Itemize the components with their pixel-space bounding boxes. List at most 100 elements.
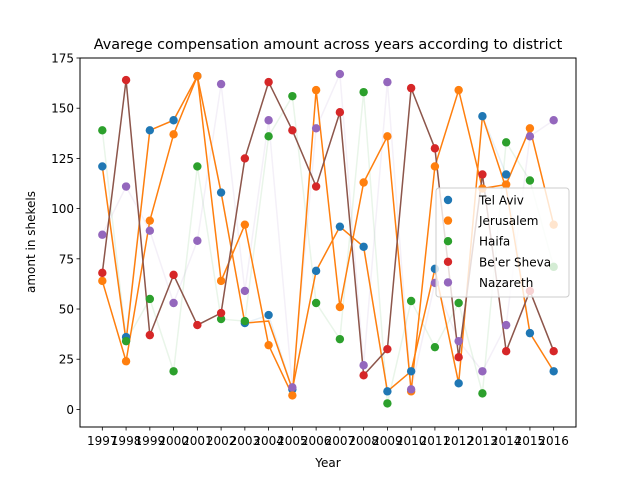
data-point-be-er-sheva: [240, 154, 250, 163]
x-axis: 1997199819992000200120022003200420052006…: [87, 427, 569, 448]
data-point-nazareth: [98, 230, 107, 239]
legend-label-nazareth: Nazareth: [479, 276, 533, 290]
legend-label-tel-aviv: Tel Aviv: [478, 194, 524, 208]
data-point-jerusalem: [145, 216, 155, 225]
data-point-nazareth: [169, 298, 178, 308]
data-point-be-er-sheva: [264, 77, 273, 87]
data-point-tel-aviv: [335, 222, 345, 231]
data-point-haifa: [121, 336, 131, 346]
x-tick-label: 2006: [301, 434, 332, 448]
data-point-haifa: [169, 367, 178, 376]
data-point-nazareth: [240, 286, 250, 296]
legend: Tel Aviv Jerusalem Haifa Be'er Sheva Nazaret…: [435, 187, 570, 298]
data-point-haifa: [478, 389, 487, 398]
y-tick-label: 175: [51, 52, 74, 66]
legend-marker-jerusalem: [443, 216, 453, 225]
data-point-jerusalem: [169, 130, 178, 139]
legend-label-be-er-sheva: Be'er Sheva: [479, 255, 551, 269]
data-point-nazareth: [311, 124, 321, 133]
data-point-be-er-sheva: [169, 270, 178, 280]
y-tick-label: 50: [59, 303, 74, 317]
data-point-be-er-sheva: [383, 344, 392, 354]
y-axis: 0 25 50 75 100 125 150 175: [51, 52, 80, 417]
x-tick-label: 2001: [182, 434, 213, 448]
data-point-jerusalem: [240, 220, 250, 229]
legend-label-jerusalem: Jerusalem: [478, 214, 538, 228]
data-point-nazareth: [121, 182, 131, 191]
x-tick-label: 2000: [158, 434, 189, 448]
x-tick-label: 2003: [230, 434, 261, 448]
data-point-nazareth: [359, 361, 368, 370]
data-point-be-er-sheva: [311, 182, 321, 191]
data-point-nazareth: [478, 367, 487, 376]
data-point-tel-aviv: [264, 310, 273, 320]
data-point-be-er-sheva: [98, 268, 107, 278]
legend-marker-be-er-sheva: [443, 257, 453, 266]
x-tick-label: 2015: [515, 434, 546, 448]
data-point-haifa: [525, 176, 535, 185]
data-point-nazareth: [383, 77, 392, 87]
data-point-jerusalem: [311, 85, 321, 95]
x-tick-label: 2002: [206, 434, 237, 448]
data-point-haifa: [193, 162, 202, 171]
data-point-haifa: [359, 87, 368, 97]
data-point-tel-aviv: [169, 116, 178, 125]
x-tick-label: 2016: [538, 434, 569, 448]
data-point-be-er-sheva: [478, 170, 487, 179]
data-point-be-er-sheva: [145, 330, 155, 340]
y-tick-label: 150: [51, 102, 74, 116]
data-point-nazareth: [145, 226, 155, 235]
legend-label-haifa: Haifa: [479, 235, 510, 249]
data-point-haifa: [335, 334, 345, 344]
y-tick-label: 0: [66, 403, 74, 417]
data-point-tel-aviv: [525, 328, 535, 338]
plot-frame: [79, 57, 577, 428]
x-axis-label: Year: [314, 456, 340, 470]
data-point-haifa: [383, 399, 392, 408]
data-point-nazareth: [406, 385, 416, 394]
data-point-tel-aviv: [454, 379, 463, 388]
data-point-jerusalem: [216, 276, 226, 286]
data-point-haifa: [288, 91, 297, 101]
data-point-haifa: [454, 298, 463, 308]
x-tick-label: 2014: [491, 434, 522, 448]
data-point-tel-aviv: [383, 387, 392, 396]
x-tick-label: 2011: [420, 434, 451, 448]
x-tick-label: 2004: [253, 434, 284, 448]
x-tick-label: 1999: [135, 434, 166, 448]
data-point-haifa: [311, 298, 321, 308]
data-point-tel-aviv: [98, 162, 107, 171]
data-point-jerusalem: [121, 357, 131, 366]
data-point-haifa: [430, 342, 440, 352]
data-point-nazareth: [216, 79, 226, 89]
legend-marker-tel-aviv: [443, 195, 453, 205]
data-point-tel-aviv: [406, 367, 416, 376]
data-point-jerusalem: [525, 124, 535, 133]
y-tick-label: 25: [59, 353, 74, 367]
legend-box: [435, 187, 570, 298]
series-line-jerusalem: [101, 75, 555, 399]
x-tick-label: 2013: [467, 434, 498, 448]
data-point-jerusalem: [98, 276, 107, 286]
y-axis-label: amont in shekels: [24, 191, 38, 293]
y-tick-label: 75: [59, 252, 74, 266]
data-point-jerusalem: [383, 132, 392, 141]
legend-marker-haifa: [443, 237, 453, 246]
data-point-be-er-sheva: [216, 308, 226, 318]
data-point-jerusalem: [193, 71, 202, 81]
y-tick-label: 100: [51, 202, 74, 216]
connector-line-0: [101, 73, 555, 393]
data-point-jerusalem: [430, 162, 440, 171]
data-point-jerusalem: [264, 340, 273, 350]
data-point-jerusalem: [288, 391, 297, 400]
data-point-tel-aviv: [501, 170, 511, 179]
data-point-nazareth: [525, 132, 535, 141]
data-point-jerusalem: [359, 178, 368, 187]
data-point-jerusalem: [335, 302, 345, 312]
data-point-be-er-sheva: [501, 346, 511, 356]
data-point-be-er-sheva: [549, 346, 558, 356]
x-tick-label: 2009: [372, 434, 403, 448]
data-point-be-er-sheva: [193, 320, 202, 330]
series-line-nazareth: [101, 73, 555, 390]
data-point-be-er-sheva: [454, 353, 463, 362]
